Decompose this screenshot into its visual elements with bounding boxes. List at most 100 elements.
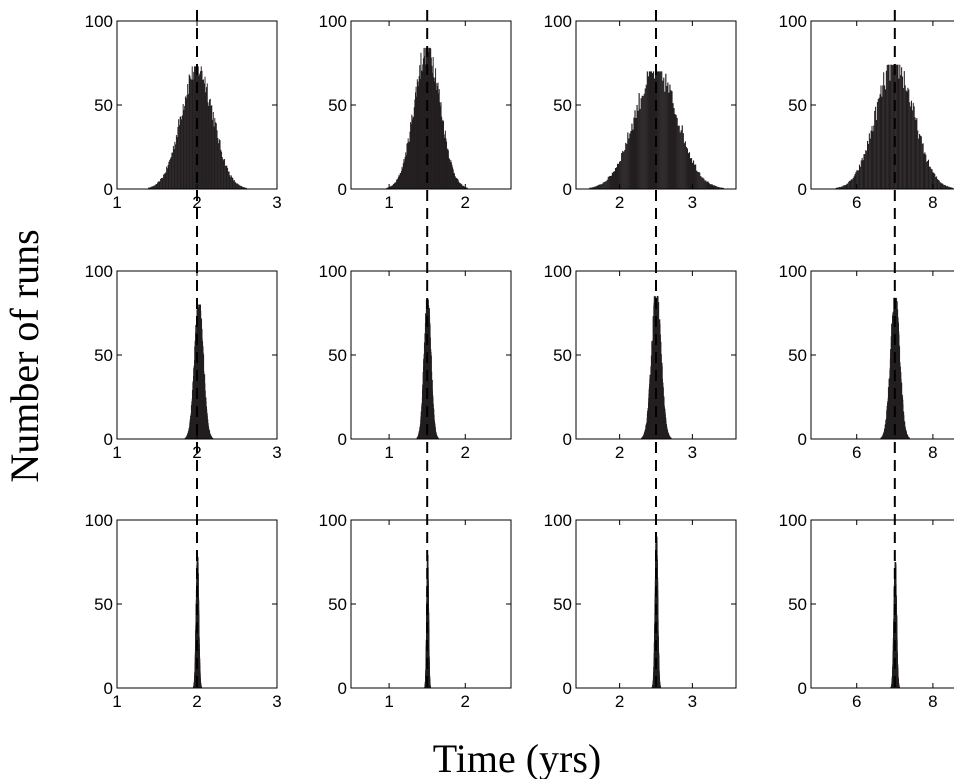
histogram-bar [419,79,421,189]
histogram-bar [672,103,674,189]
histogram-bar [240,185,242,189]
y-tick-label: 0 [798,430,807,449]
histogram-bar [927,159,930,189]
y-tick-label: 50 [94,346,113,365]
histogram-bar [414,99,416,189]
histogram-bar [899,64,901,189]
histogram-bar [614,168,617,189]
histogram-bar [609,175,611,189]
histogram-bar [635,117,637,189]
histogram-bar [441,116,443,189]
histogram-bar [673,108,675,189]
histogram-bar [637,110,639,189]
histogram-bar [205,92,207,189]
histogram-bar [200,66,202,189]
histogram-bar [856,170,858,189]
histogram-bar [229,175,231,189]
x-tick-label: 3 [688,692,697,711]
y-axis-label: Number of runs [2,229,47,482]
histogram-bar [432,72,434,189]
histogram-bar [233,180,235,189]
histogram-bar [925,154,927,189]
histogram-bar [238,184,240,189]
histogram-bar [192,79,194,189]
histogram-bar [416,79,418,189]
histogram-bar [844,185,846,189]
histogram-bar [438,89,440,189]
histogram-bar [399,173,401,189]
histogram-bar [686,148,688,189]
histogram-bar [858,170,860,189]
histogram-bar [434,77,436,189]
histogram-bar [437,82,439,189]
x-tick-label: 8 [928,443,937,462]
histogram-bar [181,115,183,189]
histogram-bar [418,76,420,189]
x-tick-label: 6 [852,443,861,462]
histogram-bar [676,117,678,189]
histogram-bar [717,186,719,189]
histogram-bar [183,110,185,189]
histogram-bar [450,162,452,189]
histogram-bar [945,186,947,189]
panel-r3-c4: 0 50 100 6 8 [779,511,954,711]
histogram-bar [407,138,409,189]
histogram-bar [223,160,225,189]
histogram-bar [859,166,861,189]
histogram-bar [916,118,918,189]
histogram-bar [187,83,189,189]
histogram-bar [160,177,162,189]
histogram-bar [191,66,193,189]
histogram-bar [168,161,170,189]
histogram-bar [155,183,157,189]
histogram-bar [918,138,920,189]
histogram-bar [402,168,404,189]
histogram-bar [452,167,454,189]
histogram-bar [951,187,953,189]
x-tick-label: 1 [384,692,393,711]
histogram-bar [880,85,882,189]
histogram-bar [936,176,938,189]
histogram-bar [681,125,683,189]
histogram-bar [151,186,153,189]
histogram-bar [443,134,445,189]
histogram-bar [411,119,413,189]
histogram-bar [720,187,722,189]
histogram-bar [435,68,437,189]
histogram-bar [684,141,686,189]
histogram-bar [437,437,439,439]
histogram-bar [659,71,661,189]
histogram-bar [418,86,419,189]
histogram-bar [436,86,438,189]
histogram-bar [647,76,649,189]
histogram-bar [901,76,904,189]
histogram-bar [835,187,837,189]
y-tick-label: 100 [544,262,572,281]
histogram-bar [164,173,166,189]
histogram-bar [422,64,424,189]
histogram-bar [590,187,592,189]
histogram-bar [948,186,950,189]
y-tick-label: 100 [544,511,572,530]
histogram-bar [397,178,399,189]
histogram-bar [194,66,196,189]
histogram-bar [400,172,402,189]
histogram-bar [646,71,648,189]
histogram-bar [598,184,600,189]
histogram-bar [457,179,459,189]
histogram-bar [413,107,415,189]
histogram-bar [937,179,939,189]
axes-frame [810,519,954,689]
histogram-bar [445,138,447,189]
histogram-bar [611,172,614,189]
y-tick-label: 100 [319,262,347,281]
histogram-bar [920,136,922,189]
histogram-bar [865,150,867,189]
histogram-bar [692,160,695,189]
histogram-bar [857,170,859,189]
histogram-bar [691,162,694,189]
histogram-bar [669,84,671,189]
histogram-bar [610,175,612,189]
histogram-bar [913,106,915,189]
histogram-bar [841,186,843,189]
